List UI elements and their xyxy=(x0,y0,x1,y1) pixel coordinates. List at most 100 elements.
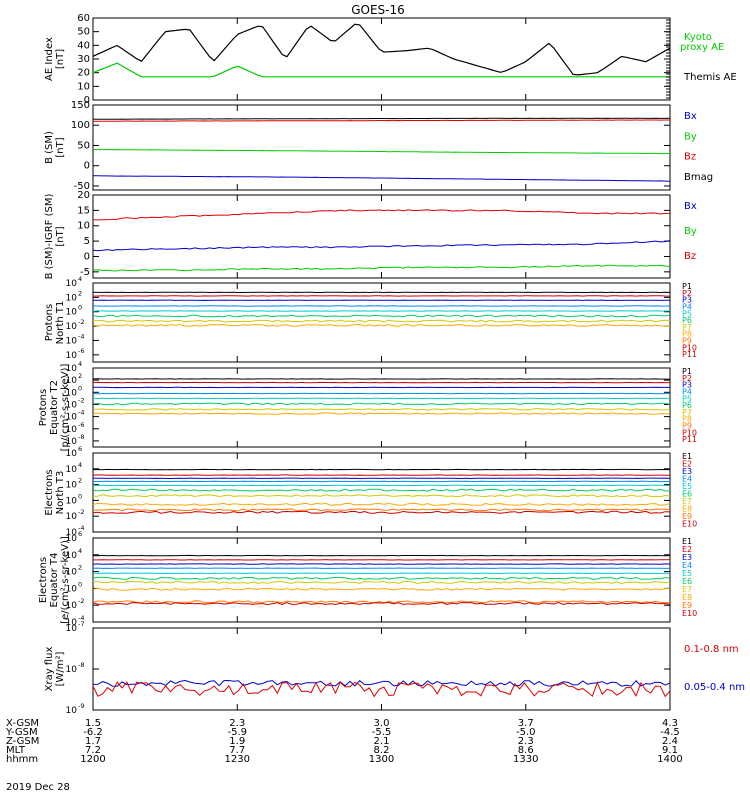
ephem-value: 1200 xyxy=(80,754,105,765)
ephem-label: Y-GSM xyxy=(5,727,38,738)
y-tick-label: 10 xyxy=(66,584,78,594)
series-line-3 xyxy=(93,175,671,182)
panel-frame xyxy=(92,194,671,279)
y-tick-label: 10 xyxy=(66,279,78,289)
y-tick-exponent: 6 xyxy=(78,445,82,453)
legend-entry: P8 xyxy=(682,415,692,424)
legend-entry: E5 xyxy=(682,482,692,491)
y-tick-label: 5 xyxy=(84,236,90,247)
ephem-value: 1.7 xyxy=(85,736,101,747)
y-tick-label: 10 xyxy=(66,551,78,561)
panel-frame xyxy=(92,537,671,623)
legend-entry: P11 xyxy=(682,435,697,444)
legend-entry: P6 xyxy=(682,316,692,325)
y-axis-label-line: [nT] xyxy=(55,226,66,246)
y-tick-label: 10 xyxy=(66,601,78,611)
ephem-label: MLT xyxy=(6,745,26,756)
y-tick-label: 10 xyxy=(66,413,78,423)
legend-entry: E4 xyxy=(682,561,692,570)
y-tick-label: 10 xyxy=(66,449,78,459)
legend-entry: E2 xyxy=(682,545,692,554)
y-tick-label: 10 xyxy=(66,465,78,475)
legend-entry: E6 xyxy=(682,490,692,499)
y-tick-label: 150 xyxy=(71,100,90,111)
legend-entry: P7 xyxy=(682,323,692,332)
y-tick-label: 10 xyxy=(66,624,78,634)
panel-frame xyxy=(92,282,671,363)
y-tick-exponent: 0 xyxy=(78,580,82,588)
y-tick-exponent: 2 xyxy=(78,372,82,380)
legend-entry: P1 xyxy=(682,282,692,291)
ephem-value: 4.3 xyxy=(662,718,678,729)
y-tick-exponent: 0 xyxy=(78,304,82,312)
legend-xray-long: 0.1-0.8 nm xyxy=(684,644,739,655)
y-axis-label-line: Equator T4 xyxy=(49,553,60,608)
legend-entry: E8 xyxy=(682,505,692,514)
y-tick-label: 0 xyxy=(84,95,90,106)
channel-line-10 xyxy=(92,510,671,514)
y-axis-label-line: Electrons xyxy=(44,469,55,515)
y-tick-label: 60 xyxy=(77,13,90,24)
series-line-2 xyxy=(92,148,671,155)
y-tick-label: 10 xyxy=(66,388,78,398)
y-tick-exponent: -9 xyxy=(78,702,84,710)
legend-entry: P5 xyxy=(682,394,692,403)
panel-frame xyxy=(92,452,671,533)
series-line-1 xyxy=(92,23,671,76)
legend-entry: P2 xyxy=(682,289,692,298)
ephem-value: 7.7 xyxy=(229,745,245,756)
legend-entry: E1 xyxy=(682,452,692,461)
panel-frame xyxy=(92,367,671,448)
legend-entry: E3 xyxy=(682,467,692,476)
y-tick-exponent: -4 xyxy=(78,332,84,340)
y-tick-exponent: 2 xyxy=(78,289,82,297)
ephem-value: 1300 xyxy=(369,754,394,765)
channel-line-6 xyxy=(92,402,671,406)
y-tick-label: 10 xyxy=(66,425,78,435)
series-line-1 xyxy=(93,119,670,122)
legend-xray-short: 0.05-0.4 nm xyxy=(684,682,745,693)
ephem-value: 8.6 xyxy=(518,745,534,756)
ephem-value: -5.0 xyxy=(516,727,536,738)
ephem-value: 2.3 xyxy=(518,736,534,747)
channel-line-8 xyxy=(92,323,670,327)
legend-entry: Bmag xyxy=(684,172,713,183)
y-tick-label: 15 xyxy=(77,205,90,216)
y-tick-label: 10 xyxy=(66,496,78,506)
y-axis-label-line: Equator T2 xyxy=(49,380,60,435)
legend-entry: E10 xyxy=(682,609,697,618)
channel-line-8 xyxy=(92,502,671,506)
ephem-value: -6.2 xyxy=(83,727,103,738)
channel-line-6 xyxy=(92,314,671,318)
y-axis-label-line: [e/(cm²-s-sr-keV)] xyxy=(60,536,71,624)
legend-entry: Bx xyxy=(684,201,697,212)
legend-entry: P10 xyxy=(682,343,697,352)
legend-entry: By xyxy=(684,226,697,237)
legend-entry: Bz xyxy=(684,251,696,262)
ephem-value: 1330 xyxy=(513,754,538,765)
figure-title: GOES-16 xyxy=(351,3,405,17)
y-tick-exponent: -2 xyxy=(78,318,84,326)
y-tick-exponent: 0 xyxy=(78,384,82,392)
legend-entry: P3 xyxy=(682,381,692,390)
y-tick-label: 10 xyxy=(66,336,78,346)
y-tick-label: 10 xyxy=(66,308,78,318)
legend-entry: P9 xyxy=(682,337,692,346)
y-tick-exponent: -2 xyxy=(78,508,84,516)
y-tick-label: 10 xyxy=(66,351,78,361)
y-tick-exponent: -2 xyxy=(78,396,84,404)
ephem-value: 7.2 xyxy=(85,745,101,756)
y-axis-label-line: [nT] xyxy=(55,49,66,69)
channel-line-6 xyxy=(92,488,671,492)
legend-entry: E3 xyxy=(682,553,692,562)
ephem-value: 3.7 xyxy=(518,718,534,729)
legend-entry: E1 xyxy=(682,537,692,546)
y-axis-label-line: Protons xyxy=(38,389,49,426)
y-axis-label-line: [p/(cm²-s-sr-keV)] xyxy=(60,364,71,452)
